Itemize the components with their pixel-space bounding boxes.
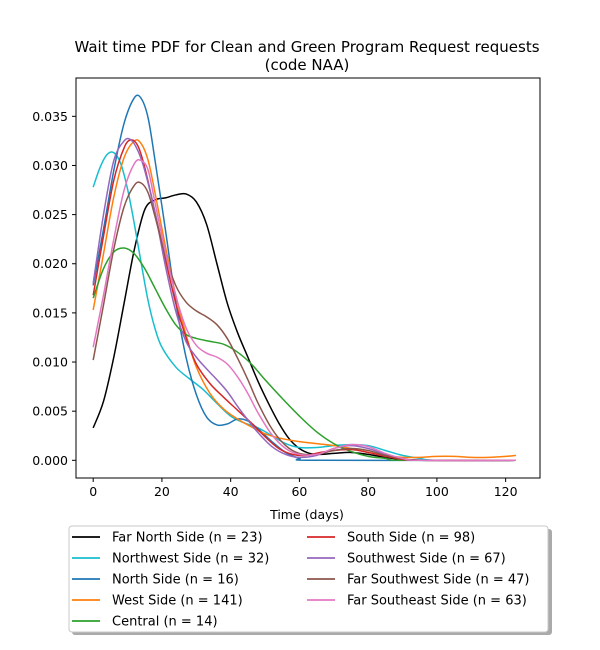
series-line-2 — [92, 94, 516, 462]
legend-label-0: Far North Side (n = 23) — [112, 531, 263, 546]
legend-label-7: Far Southwest Side (n = 47) — [347, 573, 529, 588]
series-line-5 — [92, 139, 516, 462]
y-tick-label-1: 0.005 — [32, 404, 68, 419]
legend-items: Far North Side (n = 23) Northwest Side (n… — [72, 531, 529, 630]
x-tick-label-6: 120 — [494, 484, 518, 499]
y-tick-label-0: 0.000 — [32, 453, 68, 468]
legend-label-2: North Side (n = 16) — [112, 573, 239, 588]
plot-frame — [75, 77, 541, 479]
series-line-6 — [92, 137, 516, 462]
chart-title-line2: (code NAA) — [265, 56, 350, 74]
x-tick-label-3: 60 — [291, 484, 307, 499]
chart-title-line1: Wait time PDF for Clean and Green Progra… — [74, 38, 539, 56]
x-tick-label-0: 0 — [89, 484, 97, 499]
legend-label-1: Northwest Side (n = 32) — [112, 552, 269, 567]
y-tick-label-6: 0.030 — [32, 158, 68, 173]
ticks-layer: 0 20 40 60 80 100 120 0.000 0.005 0.010 0.015 0.020… — [32, 109, 517, 499]
legend-label-3: West Side (n = 141) — [112, 594, 243, 609]
y-tick-label-2: 0.010 — [32, 355, 68, 370]
x-axis-label: Time (days) — [269, 507, 344, 522]
y-tick-label-3: 0.015 — [32, 305, 68, 320]
x-tick-label-4: 80 — [360, 484, 376, 499]
series-line-8 — [92, 158, 516, 462]
legend-label-4: Central (n = 14) — [112, 615, 218, 630]
legend-label-6: Southwest Side (n = 67) — [347, 552, 506, 567]
legend-label-5: South Side (n = 98) — [347, 531, 475, 546]
series-layer — [92, 94, 517, 462]
y-tick-label-5: 0.025 — [32, 207, 68, 222]
y-tick-label-7: 0.035 — [32, 109, 68, 124]
series-line-3 — [92, 139, 517, 459]
legend-label-8: Far Southeast Side (n = 63) — [347, 594, 527, 609]
x-tick-label-2: 40 — [223, 484, 239, 499]
series-line-4 — [92, 247, 516, 462]
x-tick-label-1: 20 — [154, 484, 170, 499]
legend: Far North Side (n = 23) Northwest Side (n… — [68, 525, 552, 635]
x-tick-label-5: 100 — [425, 484, 449, 499]
series-line-7 — [92, 181, 516, 462]
y-tick-label-4: 0.020 — [32, 256, 68, 271]
